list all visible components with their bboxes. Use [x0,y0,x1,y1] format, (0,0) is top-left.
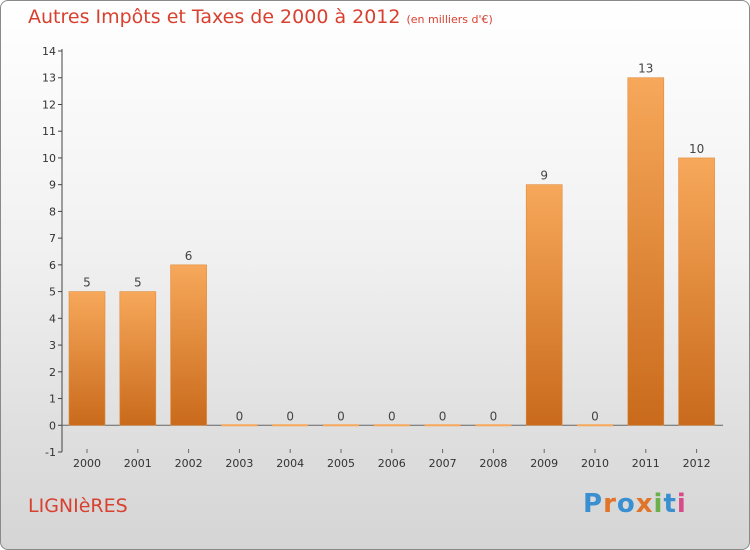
data-label: 10 [689,142,704,156]
logo-letter: r [603,489,617,519]
data-label: 0 [591,409,599,423]
logo-letter: t [663,489,677,519]
x-tick-label: 2006 [378,457,406,470]
y-tick-label: 13 [42,72,56,85]
data-label: 5 [83,276,91,290]
y-tick-label: 0 [49,419,56,432]
bar [373,424,410,427]
bar [627,77,665,426]
bar [119,291,157,426]
data-label: 0 [439,409,447,423]
x-tick-label: 2003 [225,457,253,470]
bar [525,184,563,426]
data-label: 6 [185,249,193,263]
y-tick-label: 4 [49,312,56,325]
y-tick-label: 3 [49,339,56,352]
y-tick-label: 9 [49,179,56,192]
y-tick-label: 5 [49,286,56,299]
y-tick-label: 6 [49,259,56,272]
logo-letter: x [635,489,654,519]
data-label: 9 [540,169,548,183]
y-tick-label: 11 [42,125,56,138]
x-tick-label: 2012 [683,457,711,470]
x-tick-label: 2008 [479,457,507,470]
x-tick-label: 2007 [429,457,457,470]
data-label: 0 [388,409,396,423]
x-tick-label: 2005 [327,457,355,470]
x-tick-label: 2009 [530,457,558,470]
logo-letter: o [616,489,636,519]
y-tick-label: 7 [49,232,56,245]
bar [323,424,359,427]
x-tick-label: 2010 [581,457,609,470]
x-tick-label: 2001 [124,457,152,470]
data-label: 5 [134,276,142,290]
bar [221,424,258,427]
x-tick-label: 2004 [276,457,304,470]
bar [68,291,106,426]
bar [577,424,613,427]
logo-letter: i [653,489,664,519]
chart-title-text: Autres Impôts et Taxes de 2000 à 2012 [28,6,401,28]
y-tick-label: 1 [49,393,56,406]
bar [424,424,461,427]
data-label: 13 [638,62,653,76]
y-tick-label: 12 [42,98,56,111]
town-name: LIGNIèRES [28,495,128,517]
logo-letter: P [583,489,604,519]
bar [678,157,715,426]
y-tick-label: 8 [49,205,56,218]
x-tick-label: 2011 [632,457,660,470]
chart-title: Autres Impôts et Taxes de 2000 à 2012 (en… [28,6,493,28]
data-label: 0 [286,409,294,423]
y-tick-label: 14 [42,45,56,58]
x-tick-label: 2000 [73,457,101,470]
data-label: 0 [236,409,244,423]
data-label: 0 [490,409,498,423]
data-label: 0 [337,409,345,423]
proxiti-logo: Proxiti [583,489,687,519]
bar [475,424,512,427]
logo-letter: i [676,489,687,519]
y-tick-label: 2 [49,366,56,379]
x-tick-label: 2002 [175,457,203,470]
chart-unit-note: (en milliers d'€) [406,13,493,26]
y-tick-label: -1 [45,446,56,459]
bar [272,424,309,427]
bar [170,264,207,426]
y-tick-label: 10 [42,152,56,165]
